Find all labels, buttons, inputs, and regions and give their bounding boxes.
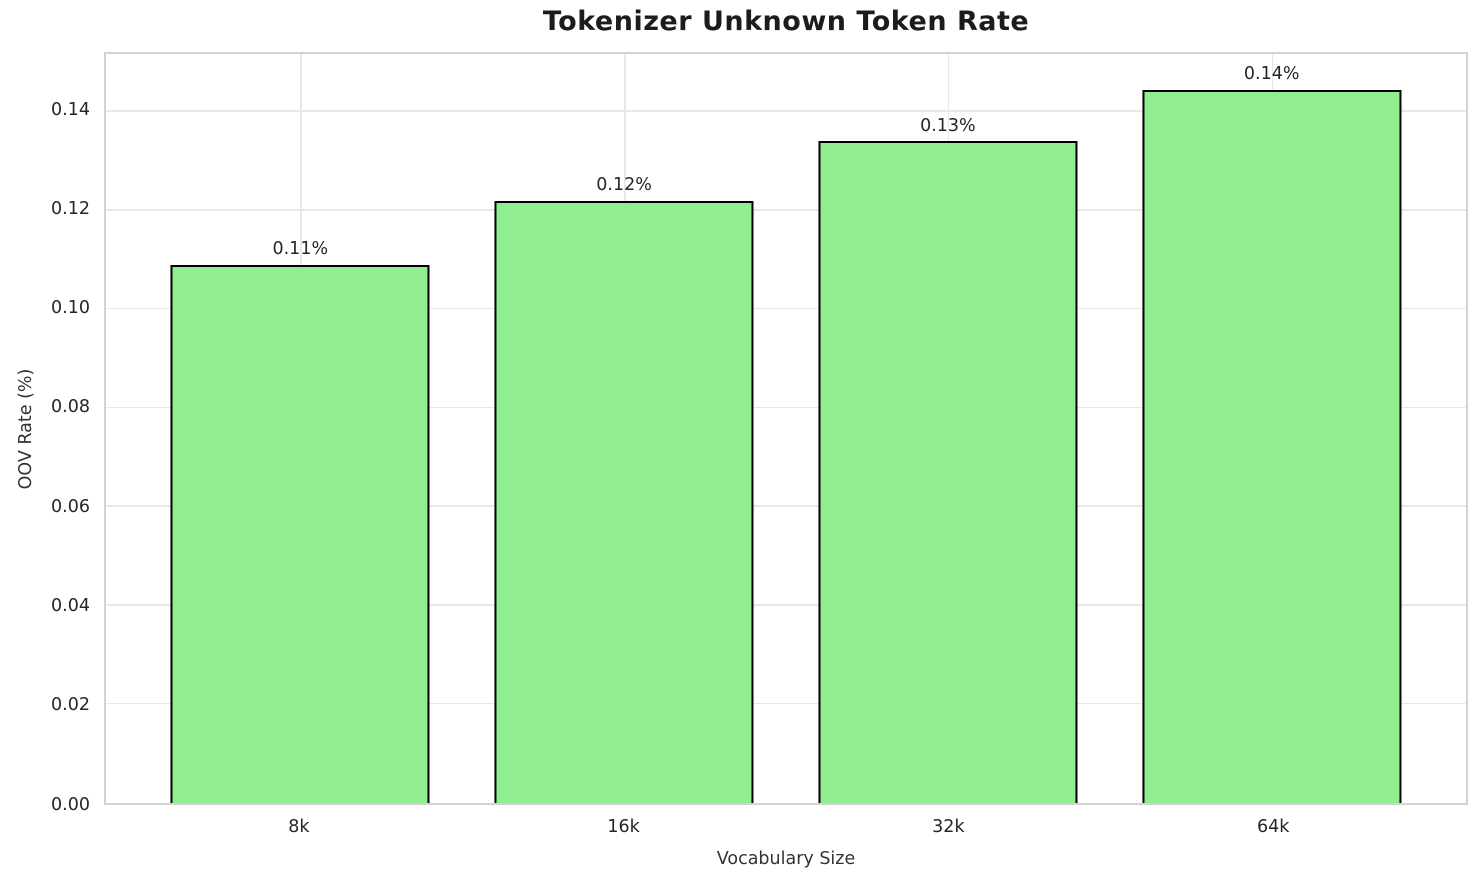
h-gridline <box>106 209 1466 211</box>
bar-value-label: 0.14% <box>1243 64 1300 85</box>
x-tick-label: 16k <box>607 817 640 837</box>
bar-value-label: 0.12% <box>596 175 652 196</box>
bar-value-label: 0.13% <box>920 115 976 136</box>
bar <box>818 141 1078 803</box>
plot-area: 0.11% 0.12% 0.13% 0.14% <box>104 52 1468 805</box>
y-tick-label: 0.14 <box>51 99 90 120</box>
x-tick-label: 8k <box>288 817 310 837</box>
y-tick-labels: 0.00 0.02 0.04 0.06 0.08 0.10 0.12 0.14 <box>0 52 90 813</box>
h-gridline <box>106 702 1466 705</box>
bar <box>494 200 754 803</box>
h-gridline <box>106 307 1466 310</box>
h-gridline <box>106 110 1466 112</box>
x-tick-label: 32k <box>932 817 965 837</box>
y-tick-label: 0.02 <box>51 694 90 715</box>
h-gridline <box>106 505 1466 507</box>
x-axis-label: Vocabulary Size <box>716 849 856 869</box>
x-tick-labels: 8k 16k 32k 64k <box>104 817 1468 841</box>
bar <box>1142 89 1402 803</box>
y-tick-label: 0.00 <box>51 794 90 815</box>
y-tick-label: 0.10 <box>51 297 90 318</box>
y-tick-label: 0.06 <box>51 496 90 517</box>
x-tick-label: 64k <box>1256 817 1290 837</box>
h-gridline <box>106 406 1466 409</box>
y-tick-label: 0.08 <box>51 397 90 418</box>
h-gridline <box>106 604 1466 606</box>
y-tick-label: 0.04 <box>51 595 90 616</box>
bar-value-label: 0.11% <box>272 239 329 260</box>
bar <box>170 264 430 803</box>
y-tick-label: 0.12 <box>51 198 90 219</box>
chart-title: Tokenizer Unknown Token Rate <box>542 6 1030 37</box>
